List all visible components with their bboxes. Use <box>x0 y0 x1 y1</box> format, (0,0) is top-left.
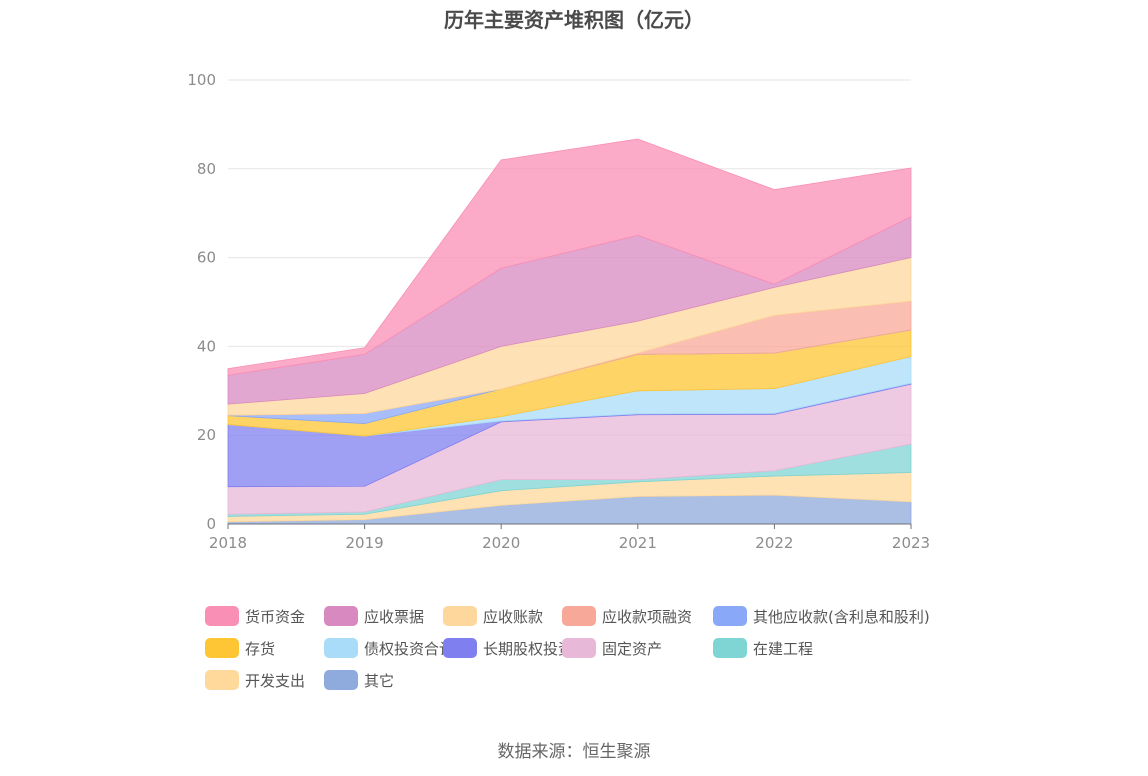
legend-swatch <box>324 638 358 658</box>
legend-swatch <box>713 638 747 658</box>
legend-label: 存货 <box>245 639 276 658</box>
area-series <box>227 138 912 525</box>
legend-item[interactable]: 存货 <box>205 637 275 659</box>
legend-item[interactable]: 开发支出 <box>205 669 305 691</box>
legend-label: 应收票据 <box>364 607 425 626</box>
legend-swatch <box>562 606 596 626</box>
legend-label: 其他应收款(含利息和股利) <box>753 607 930 626</box>
legend-item[interactable]: 其它 <box>324 669 394 691</box>
legend-item[interactable]: 应收票据 <box>324 605 424 627</box>
axes: 0 20 40 60 80 100 2018 2019 2020 2021 2022 2023 <box>187 71 930 552</box>
legend-swatch <box>562 638 596 658</box>
legend-item[interactable]: 应收账款 <box>443 605 543 627</box>
y-tick-label: 20 <box>197 426 216 444</box>
legend-label: 在建工程 <box>753 639 814 658</box>
legend-item[interactable]: 债权投资合计 <box>324 637 454 659</box>
legend-item[interactable]: 在建工程 <box>713 637 813 659</box>
legend-swatch <box>324 606 358 626</box>
legend-swatch <box>713 606 747 626</box>
legend-item[interactable]: 货币资金 <box>205 605 305 627</box>
legend-label: 货币资金 <box>245 607 306 626</box>
stacked-area-chart: 0 20 40 60 80 100 2018 2019 2020 2021 2022 2023 <box>187 71 930 552</box>
x-tick-label: 2021 <box>619 534 657 552</box>
x-tick-label: 2019 <box>346 534 384 552</box>
y-tick-label: 40 <box>197 337 216 355</box>
legend-item[interactable]: 长期股权投资 <box>443 637 573 659</box>
chart-title: 历年主要资产堆积图（亿元） <box>444 8 704 32</box>
legend-item[interactable]: 应收款项融资 <box>562 605 692 627</box>
legend-label: 固定资产 <box>602 639 663 658</box>
y-tick-label: 0 <box>206 515 216 533</box>
legend-label: 债权投资合计 <box>364 639 455 658</box>
legend-label: 应收账款 <box>483 607 544 626</box>
legend-swatch <box>443 606 477 626</box>
area-货币资金 <box>227 138 912 376</box>
x-tick-label: 2022 <box>755 534 793 552</box>
legend-label: 长期股权投资 <box>483 639 574 658</box>
data-source: 数据来源：恒生聚源 <box>497 742 651 762</box>
legend-swatch <box>443 638 477 658</box>
x-tick-label: 2023 <box>892 534 930 552</box>
legend-swatch <box>324 670 358 690</box>
x-tick-label: 2018 <box>209 534 247 552</box>
legend-label: 其它 <box>364 671 395 690</box>
y-tick-label: 100 <box>187 71 216 89</box>
y-tick-label: 60 <box>197 249 216 267</box>
legend-swatch <box>205 606 239 626</box>
legend-swatch <box>205 638 239 658</box>
legend-label: 开发支出 <box>245 671 306 690</box>
legend-item[interactable]: 固定资产 <box>562 637 662 659</box>
legend-label: 应收款项融资 <box>602 607 693 626</box>
x-tick-label: 2020 <box>482 534 520 552</box>
legend-item[interactable]: 其他应收款(含利息和股利) <box>713 605 930 627</box>
y-tick-label: 80 <box>197 160 216 178</box>
legend-swatch <box>205 670 239 690</box>
